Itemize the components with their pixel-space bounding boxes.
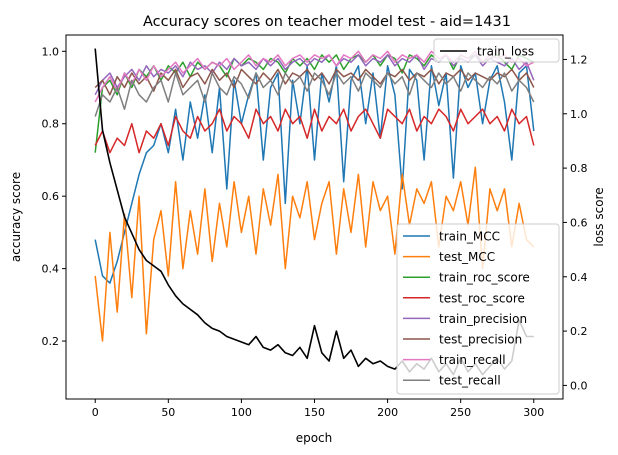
y2-tick-label: 0.8 bbox=[570, 162, 588, 175]
y2-tick-label: 0.6 bbox=[570, 216, 588, 229]
y-tick-label: 0.2 bbox=[42, 335, 60, 348]
y2-tick-label: 1.2 bbox=[570, 53, 588, 66]
series-line-test-recall bbox=[94, 72, 535, 117]
x-tick-label: 200 bbox=[377, 406, 398, 419]
series-line-test-roc-score bbox=[94, 108, 535, 154]
y-tick-label: 1.0 bbox=[42, 45, 60, 58]
x-tick-label: 250 bbox=[450, 406, 471, 419]
y2-tick-label: 0.4 bbox=[570, 271, 588, 284]
legend-label: train_roc_score bbox=[439, 271, 530, 285]
y-tick-label: 0.8 bbox=[42, 118, 60, 131]
y2-tick-label: 0.0 bbox=[570, 379, 588, 392]
y-tick-label: 0.4 bbox=[42, 263, 60, 276]
y-tick-label: 0.6 bbox=[42, 190, 60, 203]
series-line-test-precision bbox=[94, 68, 535, 96]
legend-label: train_precision bbox=[439, 312, 527, 326]
y2-tick-label: 0.2 bbox=[570, 325, 588, 338]
series-line-train-MCC bbox=[94, 65, 535, 284]
series-line-test-MCC bbox=[94, 166, 535, 342]
legend-secondary: train_loss bbox=[433, 38, 560, 63]
y-axis-label: accuracy score bbox=[9, 172, 23, 262]
x-tick-label: 300 bbox=[523, 406, 544, 419]
legend-label: test_recall bbox=[439, 374, 501, 388]
x-axis-label: epoch bbox=[296, 431, 333, 445]
legend-label: test_roc_score bbox=[439, 291, 525, 305]
legend-label: train_MCC bbox=[439, 230, 500, 244]
legend-label: test_MCC bbox=[439, 250, 495, 264]
y2-axis-label: loss score bbox=[592, 187, 606, 246]
legend-primary: train_MCC test_MCC train_roc_score test_roc… bbox=[396, 223, 560, 395]
chart-title: Accuracy scores on teacher model test - … bbox=[143, 14, 511, 30]
legend-box bbox=[396, 223, 560, 395]
legend-label: train_loss bbox=[477, 45, 534, 59]
x-tick-label: 50 bbox=[161, 406, 175, 419]
y2-tick-label: 1.0 bbox=[570, 108, 588, 121]
legend-label: test_precision bbox=[439, 333, 522, 347]
legend-label: train_recall bbox=[439, 353, 506, 367]
x-tick-label: 100 bbox=[231, 406, 252, 419]
x-tick-label: 0 bbox=[92, 406, 99, 419]
y2-axis-ticks: 0.0 0.2 0.4 0.6 0.8 1.0 1.2 bbox=[563, 53, 588, 392]
x-tick-label: 150 bbox=[304, 406, 325, 419]
y-axis-ticks: 0.2 0.4 0.6 0.8 1.0 bbox=[42, 45, 66, 348]
x-axis-ticks: 0 50 100 150 200 250 300 bbox=[92, 399, 544, 419]
legend-box bbox=[433, 38, 560, 63]
